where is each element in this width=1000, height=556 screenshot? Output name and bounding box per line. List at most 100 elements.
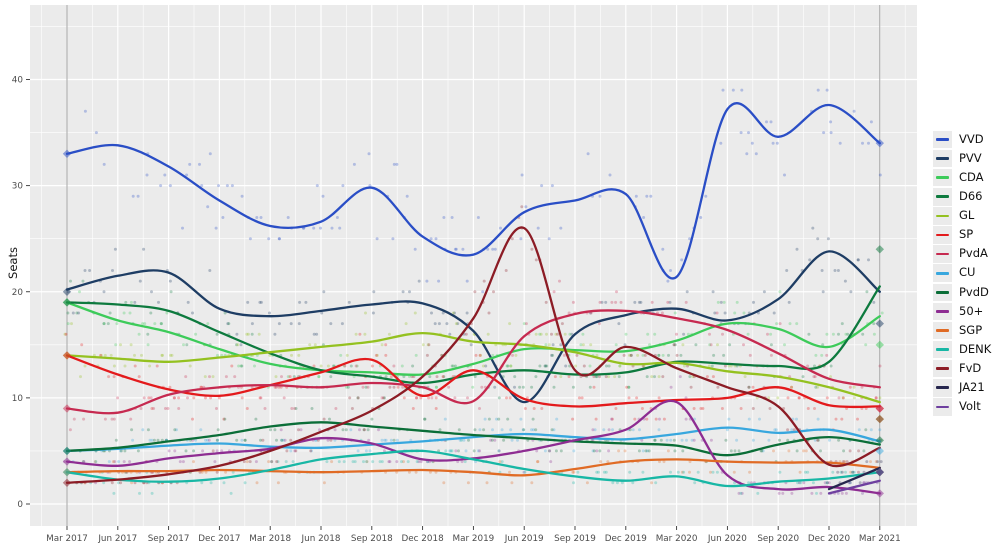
election-2017-marker-PvdA: [62, 404, 72, 413]
x-tick-label: Jun 2017: [97, 534, 137, 544]
election-2021-marker-Volt: [875, 467, 884, 477]
poll-point: [131, 438, 135, 442]
poll-point: [708, 332, 711, 336]
poll-point: [458, 438, 462, 442]
poll-point: [111, 460, 115, 464]
poll-point: [679, 353, 683, 357]
poll-point: [395, 438, 399, 442]
poll-point: [509, 428, 513, 432]
poll-point: [66, 311, 70, 315]
poll-point: [769, 120, 773, 124]
poll-point: [534, 258, 538, 262]
poll-point: [508, 322, 512, 326]
poll-point: [742, 311, 746, 315]
poll-point: [852, 396, 856, 400]
poll-point: [384, 375, 388, 379]
poll-point: [829, 364, 833, 368]
poll-point: [660, 311, 664, 315]
poll-point: [216, 438, 220, 442]
poll-point: [586, 152, 590, 156]
poll-point: [338, 226, 342, 230]
poll-point: [720, 407, 724, 410]
poll-point: [657, 375, 661, 379]
poll-point: [208, 375, 211, 379]
poll-point: [435, 375, 439, 379]
legend-swatch-D66: [936, 195, 949, 199]
poll-point: [344, 428, 348, 432]
poll-point: [520, 205, 524, 209]
poll-point: [688, 375, 692, 379]
trend-line-FvD: [65, 226, 881, 484]
poll-point: [837, 332, 840, 336]
poll-point: [201, 449, 205, 453]
poll-point: [716, 385, 720, 389]
y-tick-label: 30: [12, 182, 24, 192]
poll-point: [119, 481, 123, 485]
poll-point: [345, 385, 348, 389]
poll-point: [340, 322, 344, 326]
poll-point: [363, 332, 367, 336]
legend-key-GL: [933, 207, 952, 225]
poll-point: [149, 311, 153, 315]
poll-point: [288, 375, 292, 379]
poll-point: [82, 417, 86, 421]
poll-point: [153, 322, 157, 326]
trend-line-SGP: [65, 458, 881, 477]
poll-point: [159, 322, 163, 326]
poll-point: [775, 141, 779, 145]
poll-point: [596, 470, 600, 474]
poll-point: [94, 131, 98, 135]
poll-point: [149, 396, 153, 400]
poll-point: [224, 470, 228, 474]
election-2021-marker-CU: [875, 446, 884, 456]
poll-point: [443, 417, 447, 421]
x-tick-label: Mar 2020: [656, 534, 698, 544]
poll-point: [242, 460, 246, 464]
poll-point: [79, 375, 82, 379]
poll-point: [112, 375, 116, 379]
poll-point: [521, 428, 525, 432]
poll-point: [709, 438, 713, 442]
poll-point: [322, 481, 326, 485]
poll-point: [519, 237, 523, 241]
poll-point: [611, 481, 615, 485]
poll-point: [812, 375, 816, 379]
poll-point: [685, 438, 688, 442]
poll-point: [858, 481, 862, 485]
poll-point: [453, 247, 457, 251]
poll-point: [790, 385, 793, 389]
poll-point: [713, 311, 717, 315]
poll-point: [330, 226, 334, 230]
poll-point: [495, 417, 498, 421]
poll-point: [647, 449, 651, 453]
poll-point: [520, 173, 524, 177]
poll-point: [711, 290, 715, 294]
poll-point: [676, 470, 680, 474]
poll-point: [752, 300, 755, 304]
poll-point: [872, 332, 876, 336]
poll-point: [148, 438, 152, 442]
poll-point: [614, 343, 618, 347]
poll-point: [772, 311, 776, 315]
poll-point: [469, 343, 473, 347]
poll-point: [319, 226, 322, 230]
poll-point: [719, 141, 723, 145]
poll-point: [839, 470, 843, 474]
poll-point: [553, 375, 557, 379]
poll-point: [813, 375, 817, 379]
poll-point: [342, 460, 346, 464]
poll-point: [841, 460, 845, 464]
poll-point: [497, 449, 501, 453]
poll-point: [209, 481, 213, 485]
poll-point: [608, 173, 612, 177]
poll-point: [235, 438, 239, 442]
poll-point: [286, 375, 290, 379]
poll-point: [769, 343, 773, 347]
poll-point: [276, 481, 280, 485]
x-tick-label: Jun 2019: [504, 534, 544, 544]
trend-line-JA21: [827, 466, 881, 491]
poll-point: [136, 449, 140, 453]
poll-point: [778, 322, 782, 326]
poll-point: [575, 353, 579, 357]
poll-point: [547, 237, 551, 241]
